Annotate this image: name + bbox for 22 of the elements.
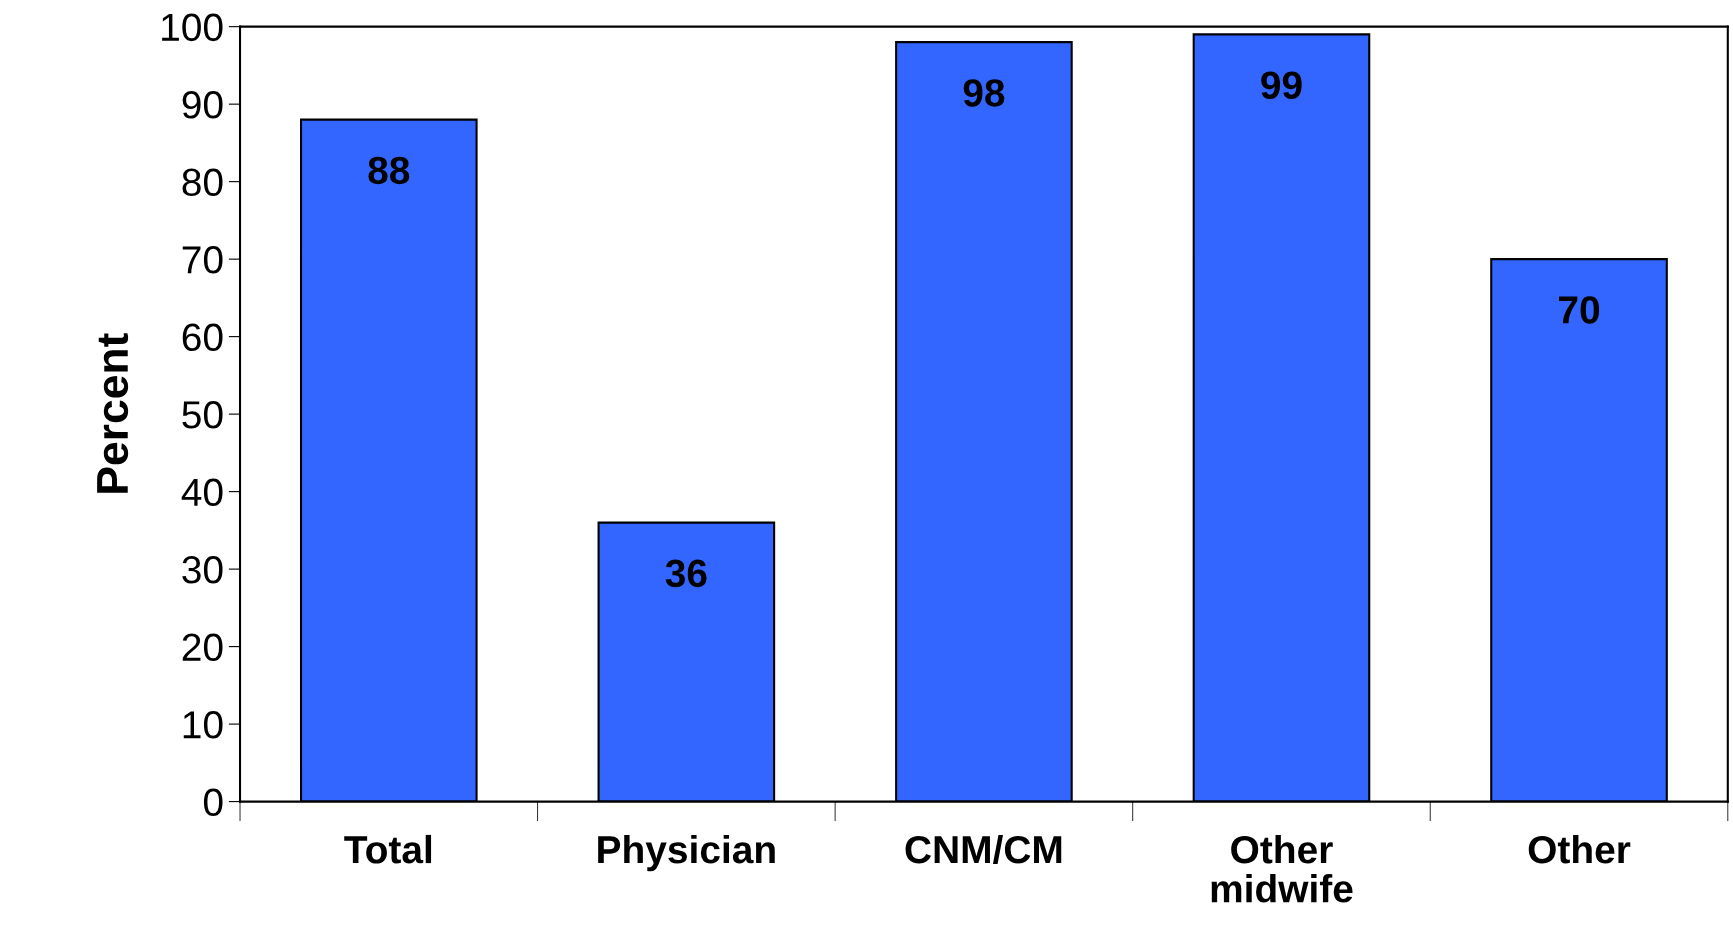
x-tick-label: Other (1528, 834, 1631, 864)
y-tick-label: 10 (183, 711, 223, 739)
y-axis-title: Percent (97, 333, 129, 493)
y-tick-label: 30 (182, 556, 223, 584)
x-tick-label: Physician (598, 834, 775, 872)
x-tick-label: Other midwife (1211, 834, 1353, 903)
y-tick-label: 100 (162, 13, 223, 42)
y-tick-label: 20 (182, 633, 223, 662)
y-tick-label: 70 (182, 246, 223, 274)
y-tick-label: 50 (182, 401, 223, 429)
y-tick-label: 80 (182, 168, 223, 197)
data-label: 99 (1261, 71, 1302, 99)
y-tick-label: 60 (182, 323, 223, 352)
data-label: 70 (1559, 296, 1600, 324)
data-label: 98 (963, 79, 1005, 107)
y-tick-label: 90 (182, 91, 223, 119)
data-label: 36 (665, 559, 707, 588)
x-tick-label: CNM/CM (905, 834, 1062, 864)
x-tick-label: Total (344, 834, 432, 864)
y-tick-label: 40 (181, 478, 223, 507)
data-label: 88 (368, 156, 410, 185)
y-tick-label: 0 (203, 788, 223, 817)
